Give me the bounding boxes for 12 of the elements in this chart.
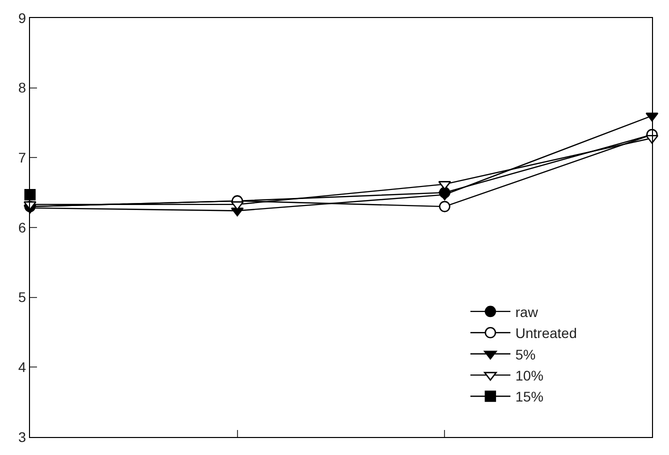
legend-label: 10% — [515, 368, 544, 384]
legend-label: Untreated — [515, 325, 577, 342]
legend-label: 15% — [515, 388, 544, 405]
y-tick-label: 7 — [18, 150, 26, 166]
y-tick-label: 4 — [18, 359, 26, 376]
legend-label: raw — [515, 304, 539, 320]
y-tick-label: 8 — [18, 80, 26, 96]
y-tick-label: 3 — [18, 428, 26, 445]
y-tick-label: 5 — [18, 289, 26, 306]
y-tick-label: 9 — [18, 10, 26, 26]
legend-label: 5% — [515, 346, 536, 362]
y-tick-label: 6 — [18, 219, 26, 236]
